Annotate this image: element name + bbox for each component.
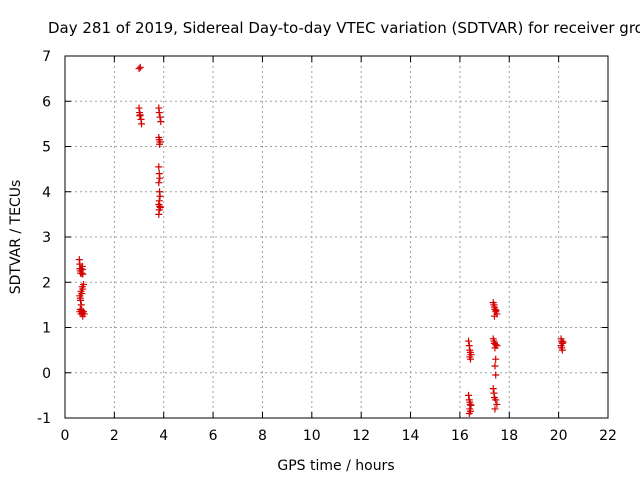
- data-point: [491, 344, 499, 352]
- data-point: [492, 355, 500, 363]
- chart-title: Day 281 of 2019, Sidereal Day-to-day VTE…: [48, 19, 640, 37]
- grid: [65, 56, 608, 418]
- data-point: [492, 306, 500, 314]
- data-point: [467, 355, 475, 363]
- x-tick-label: 22: [599, 428, 617, 444]
- data-point: [467, 401, 475, 409]
- data-point: [135, 65, 143, 73]
- data-point: [136, 63, 144, 71]
- x-tick-label: 12: [352, 428, 370, 444]
- x-tick-label: 16: [451, 428, 469, 444]
- data-point: [465, 391, 473, 399]
- data-point: [465, 409, 473, 417]
- y-tick-label: 6: [42, 94, 51, 110]
- x-tick-label: 14: [402, 428, 420, 444]
- data-point: [492, 396, 500, 404]
- data-point: [80, 310, 88, 318]
- y-tick-label: 1: [42, 321, 51, 337]
- data-point: [79, 285, 87, 293]
- data-point: [559, 338, 567, 346]
- data-point: [77, 296, 85, 304]
- y-tick-label: 0: [42, 366, 51, 382]
- data-point: [465, 337, 473, 345]
- data-point: [78, 290, 86, 298]
- y-tick-label: 4: [42, 185, 51, 201]
- y-tick-label: 5: [42, 140, 51, 156]
- data-point: [156, 192, 164, 200]
- x-tick-label: 10: [303, 428, 321, 444]
- data-point: [491, 405, 499, 413]
- y-tick-label: 7: [42, 49, 51, 65]
- data-point: [80, 281, 88, 289]
- x-tick-label: 6: [209, 428, 218, 444]
- data-point: [491, 362, 499, 370]
- y-axis-label: SDTVAR / TECUs: [8, 180, 24, 295]
- data-point: [156, 113, 164, 121]
- x-tick-label: 20: [550, 428, 568, 444]
- data-point: [558, 346, 566, 354]
- data-point: [492, 341, 500, 349]
- x-axis-label: GPS time / hours: [277, 458, 394, 474]
- data-point: [155, 109, 163, 117]
- data-point: [490, 312, 498, 320]
- y-tick-label: 2: [42, 275, 51, 291]
- x-tick-label: 18: [500, 428, 518, 444]
- data-point: [492, 371, 500, 379]
- data-point: [155, 163, 163, 171]
- x-tick-label: 0: [61, 428, 70, 444]
- data-point: [157, 118, 165, 126]
- x-tick-label: 8: [258, 428, 267, 444]
- data-point: [156, 140, 164, 148]
- data-point: [493, 400, 501, 408]
- data-point: [489, 385, 497, 393]
- data-point: [136, 112, 144, 120]
- data-points: [75, 63, 567, 417]
- x-tick-label: 4: [159, 428, 168, 444]
- x-tick-label: 2: [110, 428, 119, 444]
- y-tick-label: -1: [37, 411, 51, 427]
- data-point: [78, 262, 86, 270]
- y-tick-label: 3: [42, 230, 51, 246]
- data-point: [156, 174, 164, 182]
- data-point: [155, 210, 163, 218]
- data-point: [155, 179, 163, 187]
- data-point: [79, 270, 87, 278]
- data-point: [138, 120, 146, 128]
